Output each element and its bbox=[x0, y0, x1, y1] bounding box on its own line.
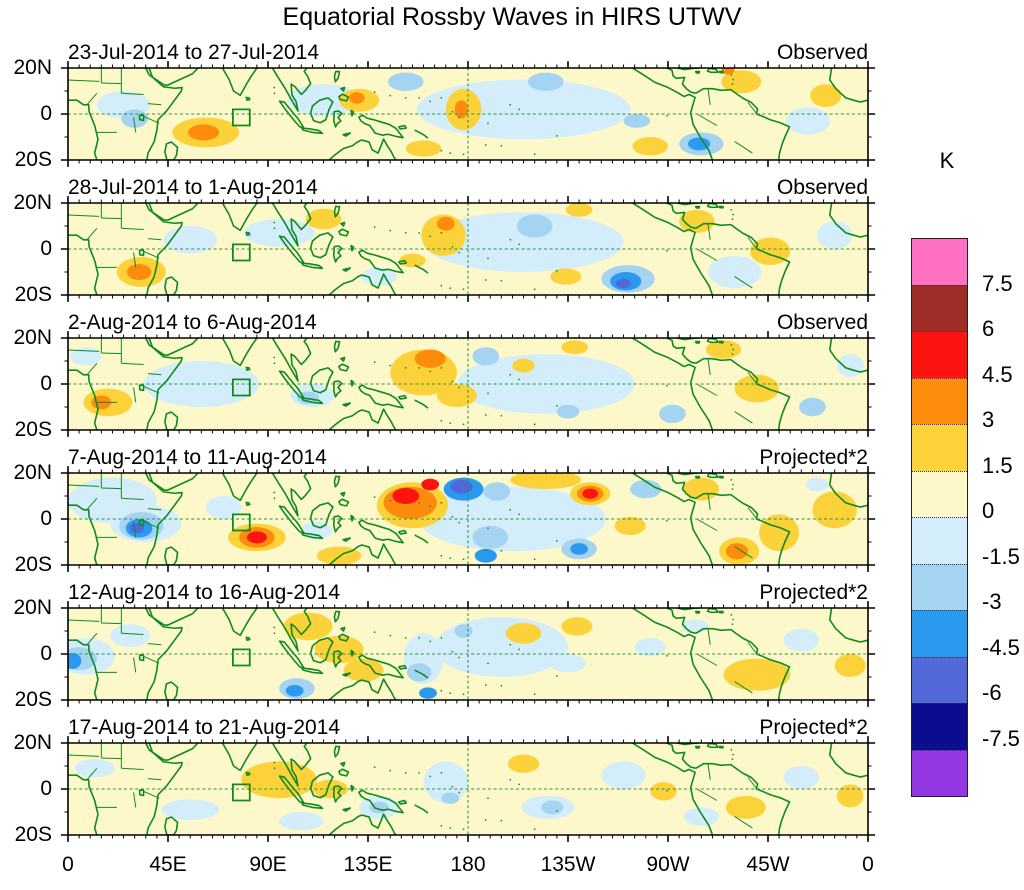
panel-date-range: 28-Jul-2014 to 1-Aug-2014 bbox=[68, 176, 318, 199]
colorbar bbox=[911, 238, 968, 797]
colorbar-cell bbox=[912, 610, 967, 657]
colorbar-cell bbox=[912, 239, 967, 285]
x-axis-tick-label: 135E bbox=[343, 853, 393, 876]
x-axis-tick-label: 0 bbox=[62, 853, 74, 876]
figure-title: Equatorial Rossby Waves in HIRS UTWV bbox=[282, 3, 742, 31]
panel-date-range: 7-Aug-2014 to 11-Aug-2014 bbox=[68, 446, 327, 469]
colorbar-cell bbox=[912, 563, 967, 610]
colorbar-cell bbox=[912, 656, 967, 703]
panel-date-range: 23-Jul-2014 to 27-Jul-2014 bbox=[68, 41, 319, 64]
panel-date-range: 2-Aug-2014 to 6-Aug-2014 bbox=[68, 311, 317, 334]
y-axis-tick-label: 20S bbox=[14, 148, 52, 171]
y-axis-tick-label: 20S bbox=[14, 283, 52, 306]
panel-date-range: 17-Aug-2014 to 21-Aug-2014 bbox=[68, 716, 341, 739]
x-axis-tick-label: 135W bbox=[540, 853, 596, 876]
y-axis-tick-label: 20N bbox=[13, 191, 52, 214]
colorbar-cell bbox=[912, 470, 967, 517]
map-panel bbox=[68, 473, 868, 565]
colorbar-tick-label: -6 bbox=[982, 680, 1002, 705]
panel-tag: Observed bbox=[776, 311, 868, 334]
colorbar-cell bbox=[912, 424, 967, 471]
colorbar-cell bbox=[912, 703, 967, 750]
panel-header: 28-Jul-2014 to 1-Aug-2014 Observed bbox=[68, 174, 868, 201]
x-axis-tick-label: 180 bbox=[450, 853, 486, 876]
panel-tag: Observed bbox=[776, 41, 868, 64]
colorbar-tick-label: -7.5 bbox=[982, 725, 1020, 751]
x-axis-tick-label: 90W bbox=[646, 853, 690, 876]
x-axis-tick-label: 0 bbox=[862, 853, 874, 876]
colorbar-tick-label: 7.5 bbox=[982, 270, 1013, 296]
map-panel bbox=[68, 743, 868, 835]
panel-tag: Projected*2 bbox=[759, 716, 868, 739]
colorbar-unit-label: K bbox=[939, 148, 955, 173]
colorbar-tick-label: 6 bbox=[982, 316, 995, 341]
y-axis-tick-label: 0 bbox=[40, 777, 52, 800]
colorbar-cell bbox=[912, 749, 967, 796]
colorbar-cell bbox=[912, 517, 967, 564]
y-axis-tick-label: 20N bbox=[13, 461, 52, 484]
map-panel bbox=[68, 608, 868, 700]
map-panel bbox=[68, 203, 868, 295]
y-axis-tick-label: 0 bbox=[40, 237, 52, 260]
colorbar-tick-label: 1.5 bbox=[982, 452, 1013, 478]
colorbar-tick-label: -1.5 bbox=[982, 543, 1020, 569]
y-axis-tick-label: 0 bbox=[40, 372, 52, 395]
y-axis-tick-label: 0 bbox=[40, 507, 52, 530]
colorbar-tick-label: 0 bbox=[982, 498, 995, 523]
y-axis-tick-label: 20N bbox=[13, 596, 52, 619]
map-panel bbox=[68, 338, 868, 430]
y-axis-tick-label: 20N bbox=[13, 56, 52, 79]
y-axis-tick-label: 20N bbox=[13, 731, 52, 754]
y-axis-tick-label: 20S bbox=[14, 688, 52, 711]
panel-date-range: 12-Aug-2014 to 16-Aug-2014 bbox=[68, 581, 341, 604]
colorbar-tick-label: 4.5 bbox=[982, 361, 1013, 387]
panel-header: 17-Aug-2014 to 21-Aug-2014 Projected*2 bbox=[68, 714, 868, 741]
panel-header: 23-Jul-2014 to 27-Jul-2014 Observed bbox=[68, 39, 868, 66]
panel-header: 12-Aug-2014 to 16-Aug-2014 Projected*2 bbox=[68, 579, 868, 606]
colorbar-tick-label: -3 bbox=[982, 589, 1002, 614]
colorbar-tick-label: -4.5 bbox=[982, 634, 1020, 660]
panel-tag: Projected*2 bbox=[759, 581, 868, 604]
colorbar-cell bbox=[912, 331, 967, 378]
x-axis-tick-label: 45E bbox=[149, 853, 187, 876]
y-axis-tick-label: 20S bbox=[14, 823, 52, 846]
panel-tag: Projected*2 bbox=[759, 446, 868, 469]
colorbar-cell bbox=[912, 284, 967, 331]
map-panel bbox=[68, 68, 868, 160]
panel-header: 2-Aug-2014 to 6-Aug-2014 Observed bbox=[68, 309, 868, 336]
colorbar-tick-label: 3 bbox=[982, 407, 995, 432]
panel-tag: Observed bbox=[776, 176, 868, 199]
x-axis-tick-label: 45W bbox=[746, 853, 790, 876]
x-axis-tick-label: 90E bbox=[249, 853, 287, 876]
y-axis-tick-label: 0 bbox=[40, 642, 52, 665]
panel-header: 7-Aug-2014 to 11-Aug-2014 Projected*2 bbox=[68, 444, 868, 471]
colorbar-cell bbox=[912, 377, 967, 424]
y-axis-tick-label: 20S bbox=[14, 553, 52, 576]
y-axis-tick-label: 20N bbox=[13, 326, 52, 349]
y-axis-tick-label: 0 bbox=[40, 102, 52, 125]
y-axis-tick-label: 20S bbox=[14, 418, 52, 441]
